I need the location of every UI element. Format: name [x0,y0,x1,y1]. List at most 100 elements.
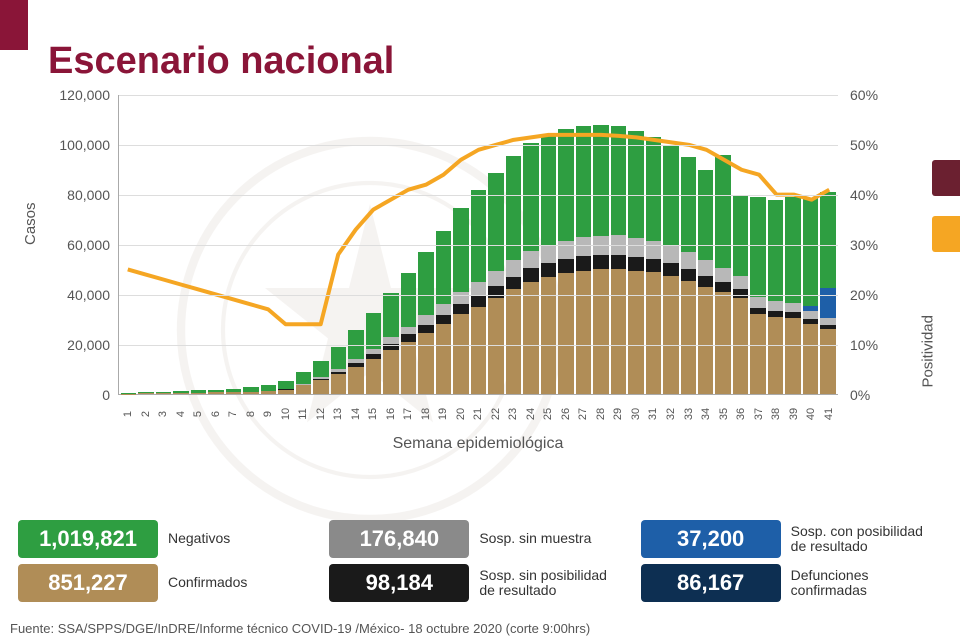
stat-label: Negativos [168,531,230,546]
seg-negativos [488,173,503,271]
stat-value: 86,167 [641,564,781,602]
seg-confirmados [366,359,381,394]
page-title: Escenario nacional [48,40,394,83]
seg-sosp_sin_pos [576,237,591,256]
x-label: 22 [490,406,502,422]
stat-label: Sosp. con posibilidadde resultado [791,524,923,555]
seg-negativos [698,170,713,260]
stat-label: Confirmados [168,575,247,590]
seg-negativos [418,252,433,316]
main-chart: Casos Positividad 020,00040,00060,00080,… [40,95,890,455]
stat-value: 1,019,821 [18,520,158,558]
x-label: 31 [647,406,659,422]
seg-confirmados [243,392,258,394]
seg-defunciones [576,256,591,270]
seg-negativos [733,196,748,276]
x-label: 41 [822,406,834,422]
seg-defunciones [471,296,486,307]
seg-defunciones [401,334,416,341]
seg-negativos [331,347,346,369]
seg-sosp_sin_pos [715,268,730,282]
seg-sosp_sin_pos [488,271,503,286]
x-label: 15 [367,406,379,422]
seg-confirmados [278,390,293,394]
seg-confirmados [523,282,538,394]
seg-negativos [296,372,311,384]
stat-value: 98,184 [329,564,469,602]
seg-defunciones [541,263,556,277]
stat-item: 37,200 Sosp. con posibilidadde resultado [641,520,942,558]
seg-confirmados [663,276,678,394]
seg-confirmados [296,385,311,394]
slide: Escenario nacional Casos Positividad 020… [0,0,960,640]
x-label: 12 [314,406,326,422]
x-label: 40 [805,406,817,422]
seg-defunciones [750,308,765,315]
seg-negativos [646,137,661,240]
seg-defunciones [663,263,678,276]
seg-confirmados [418,333,433,394]
seg-defunciones [558,259,573,273]
seg-sosp_sin_pos [646,241,661,259]
seg-confirmados [471,307,486,394]
seg-negativos [401,273,416,327]
legend-side [932,160,960,272]
seg-confirmados [331,374,346,394]
seg-negativos [611,126,626,235]
seg-confirmados [436,324,451,394]
seg-confirmados [681,281,696,394]
x-label: 19 [437,406,449,422]
seg-sosp_sin_pos [506,260,521,276]
seg-confirmados [261,391,276,394]
x-label: 7 [227,406,239,422]
stat-value: 37,200 [641,520,781,558]
x-label: 27 [577,406,589,422]
seg-negativos [436,231,451,305]
seg-sosp_sin_pos [733,276,748,289]
seg-negativos [593,125,608,236]
x-label: 3 [157,406,169,422]
seg-confirmados [698,287,713,394]
stat-label: Sosp. sin muestra [479,531,591,546]
seg-negativos [628,131,643,238]
seg-defunciones [436,315,451,324]
x-label: 1 [122,406,134,422]
seg-negativos [471,190,486,282]
seg-confirmados [348,367,363,394]
seg-sosp_sin_pos [820,318,835,325]
x-axis-title: Semana epidemiológica [118,435,838,453]
seg-sosp_sin_pos [523,251,538,268]
seg-negativos [715,155,730,268]
x-label: 9 [262,406,274,422]
x-label: 33 [682,406,694,422]
x-label: 24 [525,406,537,422]
seg-sosp_sin_pos [453,292,468,304]
seg-negativos [453,208,468,291]
seg-sosp_sin_pos [401,327,416,335]
stat-value: 851,227 [18,564,158,602]
seg-defunciones [698,276,713,287]
x-ticks: 1234567891011121314151617181920212223242… [118,400,838,412]
seg-negativos [383,293,398,338]
seg-confirmados [628,271,643,394]
seg-sosp_sin_pos [383,337,398,344]
seg-sosp_sin_pos [803,311,818,319]
seg-negativos [750,197,765,297]
seg-sosp_sin_pos [785,303,800,312]
footer-source: Fuente: SSA/SPPS/DGE/InDRE/Informe técni… [10,621,590,636]
y-left-ticks: 020,00040,00060,00080,000100,000120,000 [40,95,110,395]
seg-confirmados [313,380,328,394]
seg-negativos [313,361,328,377]
seg-confirmados [820,329,835,394]
seg-confirmados [208,392,223,394]
x-label: 21 [472,406,484,422]
seg-sosp_sin_pos [628,238,643,257]
x-label: 11 [297,406,309,422]
x-label: 20 [455,406,467,422]
seg-confirmados [191,393,206,394]
seg-confirmados [156,393,171,394]
seg-sosp_sin_pos [750,297,765,308]
plot-area [118,95,838,395]
seg-confirmados [226,392,241,394]
x-label: 18 [420,406,432,422]
